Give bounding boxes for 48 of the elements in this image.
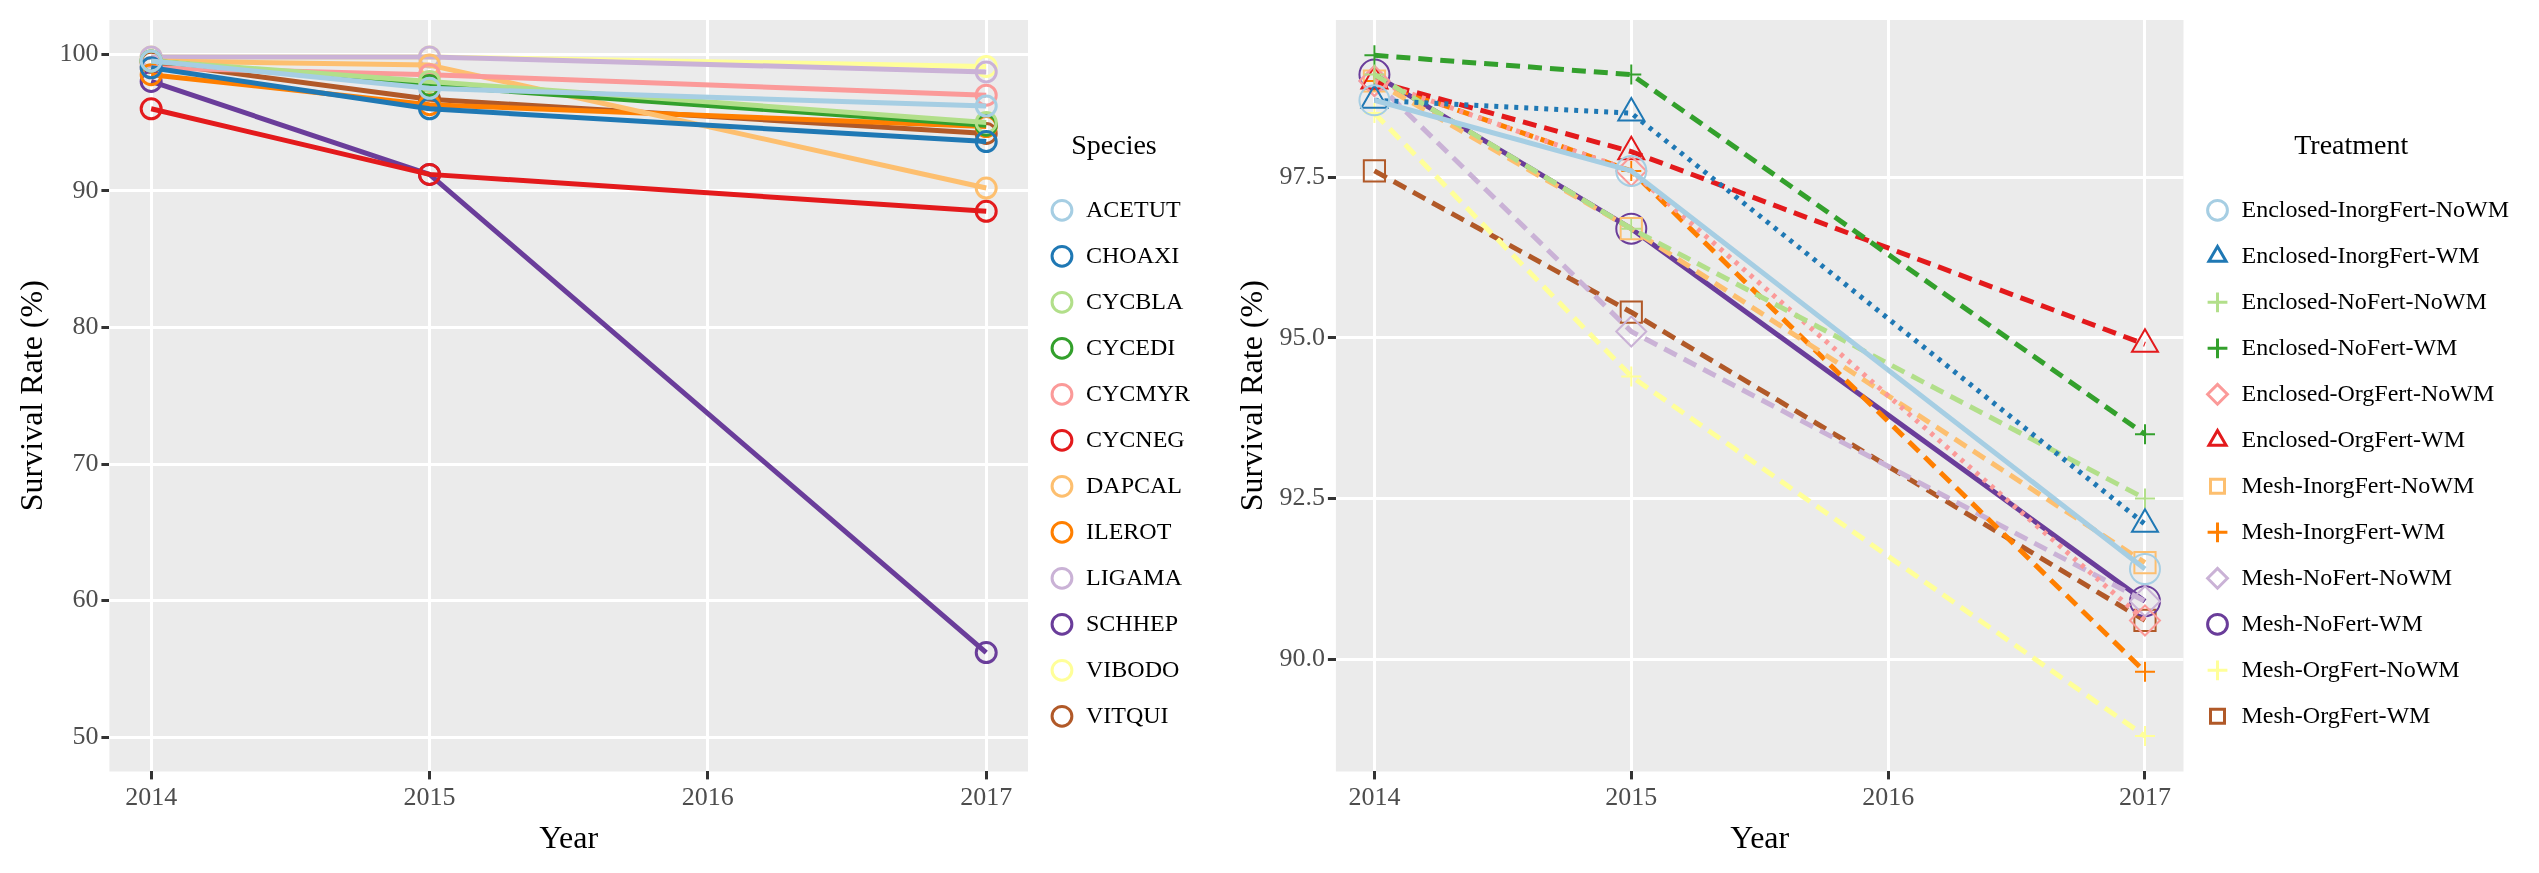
legend-label: Mesh-InorgFert-NoWM (2241, 471, 2475, 498)
legend-label: Enclosed-InorgFert-NoWM (2241, 195, 2510, 222)
y-tick-label: 60 (72, 584, 99, 614)
y-tick-label: 90.0 (1279, 642, 1325, 672)
x-tick-label: 2016 (1862, 781, 1915, 811)
x-tick-label: 2015 (1605, 781, 1658, 811)
legend-label: DAPCAL (1085, 471, 1182, 498)
legend-label: CHOAXI (1085, 241, 1180, 268)
legend-label: Enclosed-InorgFert-WM (2241, 241, 2480, 268)
y-tick-label: 50 (72, 721, 99, 751)
legend-label: Mesh-NoFert-WM (2241, 609, 2423, 636)
y-tick-label: 70 (72, 447, 99, 477)
y-tick-label: 95.0 (1279, 321, 1325, 351)
y-tick-label: 80 (72, 311, 99, 341)
x-axis-title: Year (539, 819, 599, 856)
legend-label: Mesh-OrgFert-NoWM (2241, 655, 2460, 682)
legend-label: Mesh-NoFert-NoWM (2241, 563, 2453, 590)
y-tick-label: 100 (59, 37, 99, 67)
y-tick-label: 97.5 (1279, 161, 1325, 191)
legend-label: Mesh-InorgFert-WM (2241, 517, 2446, 544)
y-tick-label: 92.5 (1279, 482, 1325, 512)
legend-label: VIBODO (1085, 655, 1180, 682)
legend-label: Enclosed-NoFert-NoWM (2241, 287, 2487, 314)
legend-title: Treatment (2294, 129, 2409, 161)
legend-label: ILEROT (1085, 517, 1172, 544)
legend-label: Enclosed-OrgFert-NoWM (2241, 379, 2495, 406)
legend-label: Mesh-OrgFert-WM (2241, 701, 2431, 728)
x-tick-label: 2014 (125, 781, 178, 811)
x-tick-label: 2014 (1348, 781, 1401, 811)
legend-label: SCHHEP (1085, 609, 1178, 636)
x-tick-label: 2015 (403, 781, 456, 811)
legend-label: CYCNEG (1085, 425, 1185, 452)
x-tick-label: 2017 (960, 781, 1013, 811)
y-axis-title: Survival Rate (%) (12, 280, 49, 512)
legend-label: ACETUT (1085, 195, 1181, 222)
legend-label: LIGAMA (1085, 563, 1183, 590)
legend-label: VITQUI (1085, 701, 1169, 728)
x-tick-label: 2017 (2118, 781, 2171, 811)
legend-title: Species (1071, 129, 1157, 161)
x-axis-title: Year (1730, 819, 1790, 856)
x-tick-label: 2016 (681, 781, 734, 811)
y-axis-title: Survival Rate (%) (1232, 280, 1269, 512)
legend-label: CYCEDI (1085, 333, 1176, 360)
legend-label: CYCBLA (1085, 287, 1184, 314)
legend-label: CYCMYR (1085, 379, 1190, 406)
legend-label: Enclosed-OrgFert-WM (2241, 425, 2466, 452)
legend-label: Enclosed-NoFert-WM (2241, 333, 2458, 360)
y-tick-label: 90 (72, 174, 99, 204)
